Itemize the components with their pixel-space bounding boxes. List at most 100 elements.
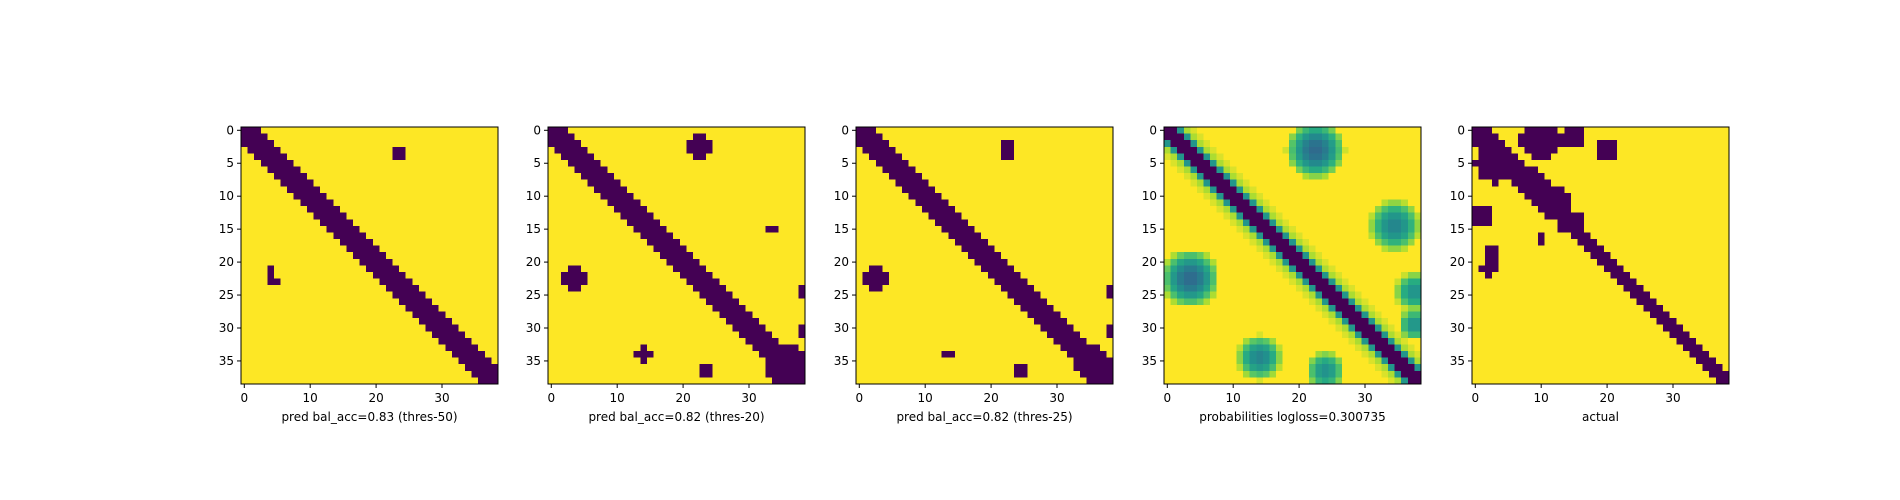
heatmap-cell (686, 199, 694, 207)
heatmap-cell (379, 370, 387, 378)
heatmap-cell (1106, 318, 1114, 326)
heatmap-cell (1020, 304, 1028, 312)
heatmap-cell (300, 331, 308, 339)
heatmap-cell (418, 245, 426, 253)
heatmap-cell (869, 146, 877, 154)
heatmap-cell (1328, 146, 1336, 154)
heatmap-cell (719, 127, 727, 134)
heatmap-cell (941, 219, 949, 227)
heatmap-cell (1093, 265, 1101, 273)
heatmap-cell (1047, 173, 1055, 181)
heatmap-cell (399, 239, 407, 246)
heatmap-cells (548, 127, 806, 385)
heatmap-cell (293, 153, 301, 161)
heatmap-cell (548, 206, 555, 214)
heatmap-cell (908, 192, 916, 200)
y-tick-label: 25 (219, 288, 234, 302)
heatmap-cell (1053, 206, 1061, 214)
heatmap-cell (247, 186, 255, 194)
heatmap-cell (987, 252, 995, 260)
heatmap-cell (994, 357, 1002, 365)
heatmap-cell (1106, 278, 1114, 286)
heatmap-cell (1256, 146, 1264, 154)
heatmap-cell (313, 206, 321, 214)
heatmap-cell (1106, 351, 1114, 358)
heatmap-cell (974, 206, 982, 214)
heatmap-cell (725, 219, 733, 227)
heatmap-cell (640, 278, 648, 286)
y-tick-label: 30 (526, 321, 541, 335)
heatmap-cell (471, 232, 479, 240)
heatmap-cell (478, 252, 486, 260)
heatmap-cell (613, 140, 621, 148)
heatmap-cell (1040, 166, 1048, 174)
heatmap-cell (706, 133, 714, 141)
heatmap-cell (699, 232, 707, 240)
heatmap-cell (339, 285, 347, 293)
heatmap-cell (633, 370, 641, 378)
heatmap-cell (1007, 337, 1015, 345)
heatmap-cell (484, 265, 492, 273)
heatmap-cell (580, 357, 588, 365)
heatmap-cell (620, 140, 628, 148)
heatmap-cell (948, 351, 956, 358)
heatmap-cell (646, 206, 654, 214)
heatmap-cell (412, 239, 420, 246)
heatmap-cell (791, 304, 799, 312)
heatmap-cell (921, 278, 929, 286)
heatmap-cell (620, 304, 628, 312)
heatmap-cell (405, 298, 413, 306)
heatmap-cell (1335, 140, 1343, 148)
heatmap-cell (772, 239, 779, 246)
heatmap-cell (1106, 212, 1114, 220)
heatmap-cell (706, 324, 714, 332)
heatmap-cell (699, 337, 707, 345)
heatmap-cell (935, 258, 943, 266)
heatmap-cell (548, 318, 555, 326)
heatmap-cell (653, 370, 661, 378)
heatmap-cell (267, 140, 275, 148)
heatmap-cell (968, 127, 975, 134)
heatmap-cell (1394, 127, 1402, 134)
heatmap-cell (640, 370, 648, 378)
heatmap-cell (260, 324, 268, 332)
heatmap-cell (372, 318, 380, 326)
heatmap-cell (484, 232, 492, 240)
heatmap-cell (1007, 192, 1015, 200)
heatmap-cell (712, 146, 720, 154)
heatmap-cell (320, 311, 328, 319)
heatmap-cell (484, 245, 492, 253)
heatmap-cell (1374, 166, 1382, 174)
heatmap-cell (372, 219, 380, 227)
heatmap-cell (968, 186, 975, 194)
heatmap-cell (366, 146, 374, 154)
heatmap-cell (425, 278, 433, 286)
heatmap-cell (561, 357, 569, 365)
heatmap-cell (300, 291, 308, 299)
heatmap-cell (567, 351, 575, 358)
heatmap-cell (1033, 159, 1041, 167)
x-axis-label: pred bal_acc=0.82 (thres-20) (588, 410, 764, 424)
heatmap-cell (673, 252, 681, 260)
heatmap-cell (313, 133, 321, 141)
heatmap-cell (1269, 166, 1277, 174)
heatmap-cell (1053, 219, 1061, 227)
heatmap-cell (339, 337, 347, 345)
heatmap-cell (961, 265, 969, 273)
heatmap-cell (921, 265, 929, 273)
heatmap-cell (1040, 344, 1048, 352)
heatmap-cell (366, 166, 374, 174)
heatmap-cell (613, 153, 621, 161)
heatmap-cell (620, 192, 628, 200)
heatmap-cell (471, 186, 479, 194)
heatmap-cell (921, 219, 929, 227)
heatmap-cell (306, 364, 314, 372)
heatmap-cell (399, 179, 407, 187)
heatmap-cell (653, 278, 661, 286)
heatmap-cell (300, 186, 308, 194)
heatmap-cell (798, 285, 806, 293)
heatmap-cell (994, 258, 1002, 266)
heatmap-cell (902, 159, 910, 167)
heatmap-cell (1033, 166, 1041, 174)
heatmap-cell (451, 364, 459, 372)
